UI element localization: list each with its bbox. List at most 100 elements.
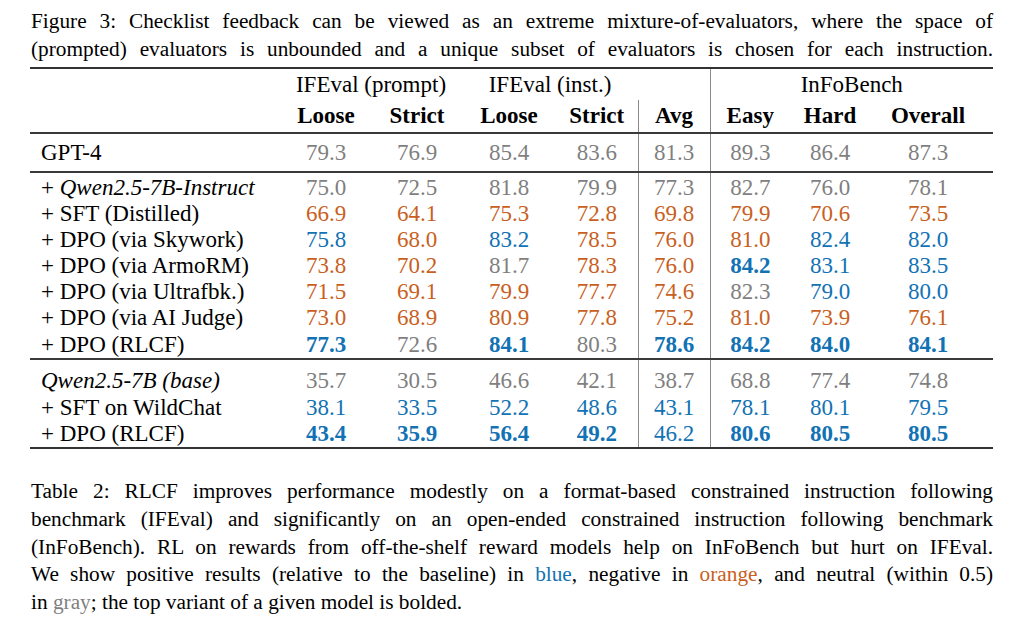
table-row: Qwen2.5-7B (base)35.730.546.642.138.768.… xyxy=(30,359,993,394)
model-name: DPO (via Skywork) xyxy=(60,227,244,252)
model-name: GPT-4 xyxy=(41,140,102,165)
caption-line: (prompted) evaluators is unbounded and a… xyxy=(31,36,993,64)
model-name: DPO (RLCF) xyxy=(60,421,185,446)
model-name: DPO (via Ultrafbk.) xyxy=(60,279,245,304)
cell-avg-value: 38.7 xyxy=(638,359,710,394)
table-caption: Table 2: RLCF improves performance modes… xyxy=(31,478,993,617)
row-label: + DPO (via Ultrafbk.) xyxy=(30,279,280,305)
cell-easy-value: 78.1 xyxy=(710,394,790,421)
cell-loose-value: 43.4 xyxy=(280,421,372,448)
cell-strict-value: 78.3 xyxy=(556,253,638,279)
caption-text: (InFoBench). RL on rewards from off-the-… xyxy=(31,535,993,559)
corner-cell xyxy=(30,68,280,100)
col-group-avg-spacer xyxy=(638,68,710,100)
cell-overall-value: 78.1 xyxy=(870,172,993,201)
corner-cell xyxy=(30,100,280,133)
table-row: + DPO (RLCF)43.435.956.449.246.280.680.5… xyxy=(30,421,993,448)
cell-strict-value: 72.8 xyxy=(556,201,638,227)
cell-overall-value: 74.8 xyxy=(870,359,993,394)
col-header-strict-prompt: Strict xyxy=(372,100,462,133)
caption-line: Table 2: RLCF improves performance modes… xyxy=(31,478,993,506)
cell-loose-value: 46.6 xyxy=(462,359,556,394)
cell-overall-value: 73.5 xyxy=(870,201,993,227)
cell-strict-value: 72.5 xyxy=(372,172,462,201)
cell-strict-value: 64.1 xyxy=(372,201,462,227)
cell-loose-value: 79.3 xyxy=(280,133,372,172)
cell-easy-value: 82.7 xyxy=(710,172,790,201)
row-label: + DPO (RLCF) xyxy=(30,421,280,448)
row-label: + SFT on WildChat xyxy=(30,394,280,421)
cell-easy-value: 84.2 xyxy=(710,331,790,359)
col-header-overall: Overall xyxy=(870,100,993,133)
cell-loose-value: 73.8 xyxy=(280,253,372,279)
cell-loose-value: 83.2 xyxy=(462,227,556,253)
table-row: + SFT (Distilled)66.964.175.372.869.879.… xyxy=(30,201,993,227)
cell-strict-value: 76.9 xyxy=(372,133,462,172)
cell-hard-value: 79.0 xyxy=(790,279,870,305)
col-header-avg: Avg xyxy=(638,100,710,133)
col-group-ifeval-inst: IFEval (inst.) xyxy=(462,68,638,100)
cell-loose-value: 84.1 xyxy=(462,331,556,359)
cell-loose-value: 66.9 xyxy=(280,201,372,227)
model-name: SFT (Distilled) xyxy=(60,201,200,226)
cell-loose-value: 79.9 xyxy=(462,279,556,305)
table-row: GPT-479.376.985.483.681.389.386.487.3 xyxy=(30,133,993,172)
cell-loose-value: 73.0 xyxy=(280,305,372,331)
cell-hard-value: 80.5 xyxy=(790,421,870,448)
model-name: DPO (RLCF) xyxy=(60,332,185,357)
cell-easy-value: 81.0 xyxy=(710,227,790,253)
caption-line: (InFoBench). RL on rewards from off-the-… xyxy=(31,534,993,562)
col-header-strict-inst: Strict xyxy=(556,100,638,133)
table-row: + SFT on WildChat38.133.552.248.643.178.… xyxy=(30,394,993,421)
cell-strict-value: 83.6 xyxy=(556,133,638,172)
cell-loose-value: 75.0 xyxy=(280,172,372,201)
table-row: + DPO (via AI Judge)73.068.980.977.875.2… xyxy=(30,305,993,331)
col-header-loose-prompt: Loose xyxy=(280,100,372,133)
cell-strict-value: 78.5 xyxy=(556,227,638,253)
cell-strict-value: 77.8 xyxy=(556,305,638,331)
col-header-loose-inst: Loose xyxy=(462,100,556,133)
table-row: + DPO (via Ultrafbk.)71.569.179.977.774.… xyxy=(30,279,993,305)
cell-loose-value: 81.8 xyxy=(462,172,556,201)
col-group-ifeval-prompt: IFEval (prompt) xyxy=(280,68,462,100)
caption-text: Table 2: RLCF improves performance modes… xyxy=(31,479,993,503)
cell-avg-value: 76.0 xyxy=(638,227,710,253)
model-name: Qwen2.5-7B (base) xyxy=(41,368,220,393)
table-row: + DPO (RLCF)77.372.684.180.378.684.284.0… xyxy=(30,331,993,359)
colored-word-gray: gray xyxy=(53,590,91,614)
row-label: + Qwen2.5-7B-Instruct xyxy=(30,172,280,201)
row-label: + DPO (via Skywork) xyxy=(30,227,280,253)
caption-text: We show positive results (relative to th… xyxy=(31,562,535,586)
cell-strict-value: 49.2 xyxy=(556,421,638,448)
col-group-infobench: InFoBench xyxy=(710,68,993,100)
cell-overall-value: 83.5 xyxy=(870,253,993,279)
cell-loose-value: 56.4 xyxy=(462,421,556,448)
cell-easy-value: 82.3 xyxy=(710,279,790,305)
cell-avg-value: 69.8 xyxy=(638,201,710,227)
cell-easy-value: 68.8 xyxy=(710,359,790,394)
caption-line: benchmark (IFEval) and significantly on … xyxy=(31,506,993,534)
cell-easy-value: 79.9 xyxy=(710,201,790,227)
cell-loose-value: 71.5 xyxy=(280,279,372,305)
table-row: + DPO (via ArmoRM)73.870.281.778.376.084… xyxy=(30,253,993,279)
cell-strict-value: 72.6 xyxy=(372,331,462,359)
row-label: + DPO (RLCF) xyxy=(30,331,280,359)
cell-overall-value: 82.0 xyxy=(870,227,993,253)
cell-strict-value: 69.1 xyxy=(372,279,462,305)
cell-hard-value: 80.1 xyxy=(790,394,870,421)
caption-text: benchmark (IFEval) and significantly on … xyxy=(31,507,993,531)
cell-overall-value: 79.5 xyxy=(870,394,993,421)
colored-word-blue: blue xyxy=(535,562,572,586)
row-label: + DPO (via AI Judge) xyxy=(30,305,280,331)
caption-text: ; the top variant of a given model is bo… xyxy=(91,590,462,614)
cell-loose-value: 75.3 xyxy=(462,201,556,227)
cell-easy-value: 81.0 xyxy=(710,305,790,331)
caption-line: in gray; the top variant of a given mode… xyxy=(31,589,993,617)
cell-loose-value: 77.3 xyxy=(280,331,372,359)
cell-strict-value: 35.9 xyxy=(372,421,462,448)
figure-caption: Figure 3: Checklist feedback can be view… xyxy=(31,8,993,64)
caption-line: We show positive results (relative to th… xyxy=(31,561,993,589)
cell-avg-value: 78.6 xyxy=(638,331,710,359)
cell-overall-value: 80.0 xyxy=(870,279,993,305)
col-header-easy: Easy xyxy=(710,100,790,133)
